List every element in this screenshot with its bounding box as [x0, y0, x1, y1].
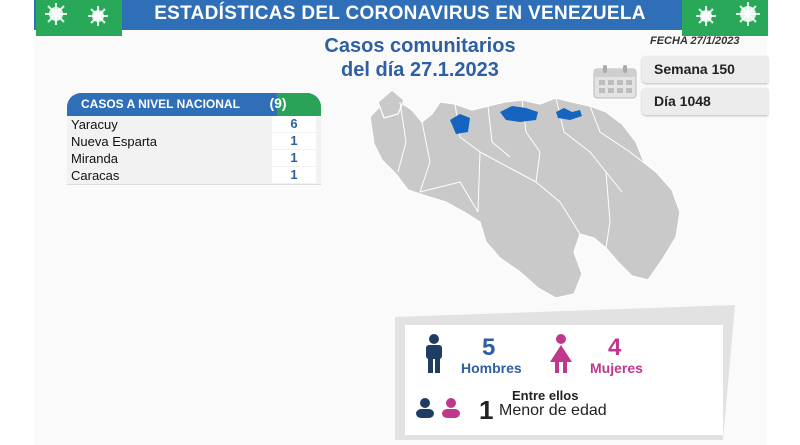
table-row: Nueva Esparta 1	[67, 133, 321, 151]
state-name: Yaracuy	[71, 117, 118, 132]
men-label: Hombres	[461, 360, 522, 376]
map-highlight-yaracuy	[450, 114, 470, 134]
state-cases: 1	[272, 150, 316, 166]
header-accent	[277, 93, 321, 116]
week-badge: Semana 150	[642, 56, 768, 83]
date-label: FECHA 27/1/2023	[650, 35, 740, 47]
cases-total: (9)	[269, 95, 287, 111]
subtitle-line-2: del día 27.1.2023	[341, 59, 499, 81]
state-cases: 1	[272, 133, 316, 149]
page-title: ESTADÍSTICAS DEL CORONAVIRUS EN VENEZUEL…	[154, 3, 646, 24]
women-count: 4	[608, 334, 622, 361]
children-icon	[416, 398, 460, 418]
man-icon	[426, 334, 442, 373]
woman-icon	[550, 334, 572, 373]
state-name: Nueva Esparta	[71, 134, 157, 149]
subtitle: Casos comunitarios del día 27.1.2023	[290, 34, 550, 82]
cases-table-header: CASOS A NIVEL NACIONAL (9)	[67, 93, 321, 116]
virus-icon	[682, 0, 768, 36]
minor-count: 1	[479, 395, 494, 425]
calendar-icon	[593, 65, 637, 99]
cases-header-label: CASOS A NIVEL NACIONAL	[81, 97, 240, 111]
women-label: Mujeres	[590, 360, 643, 376]
table-row: Miranda 1	[67, 150, 321, 168]
minor-label: Menor de edad	[499, 402, 607, 419]
day-badge: Día 1048	[642, 88, 768, 115]
state-cases: 1	[272, 167, 316, 183]
map-highlight-nueva-esparta	[556, 108, 582, 120]
virus-icon	[36, 0, 122, 36]
state-cases: 6	[272, 116, 316, 132]
table-row: Caracas 1	[67, 167, 321, 185]
venezuela-map	[369, 89, 681, 299]
minor-title: Entre ellos	[512, 388, 579, 403]
subtitle-line-1: Casos comunitarios	[324, 35, 516, 57]
map-highlight-miranda-caracas	[500, 106, 538, 122]
table-row: Yaracuy 6	[67, 116, 321, 134]
state-name: Caracas	[71, 168, 120, 183]
header-banner	[34, 0, 767, 30]
state-name: Miranda	[71, 151, 118, 166]
men-count: 5	[482, 334, 496, 361]
map-country-shape	[369, 97, 681, 299]
